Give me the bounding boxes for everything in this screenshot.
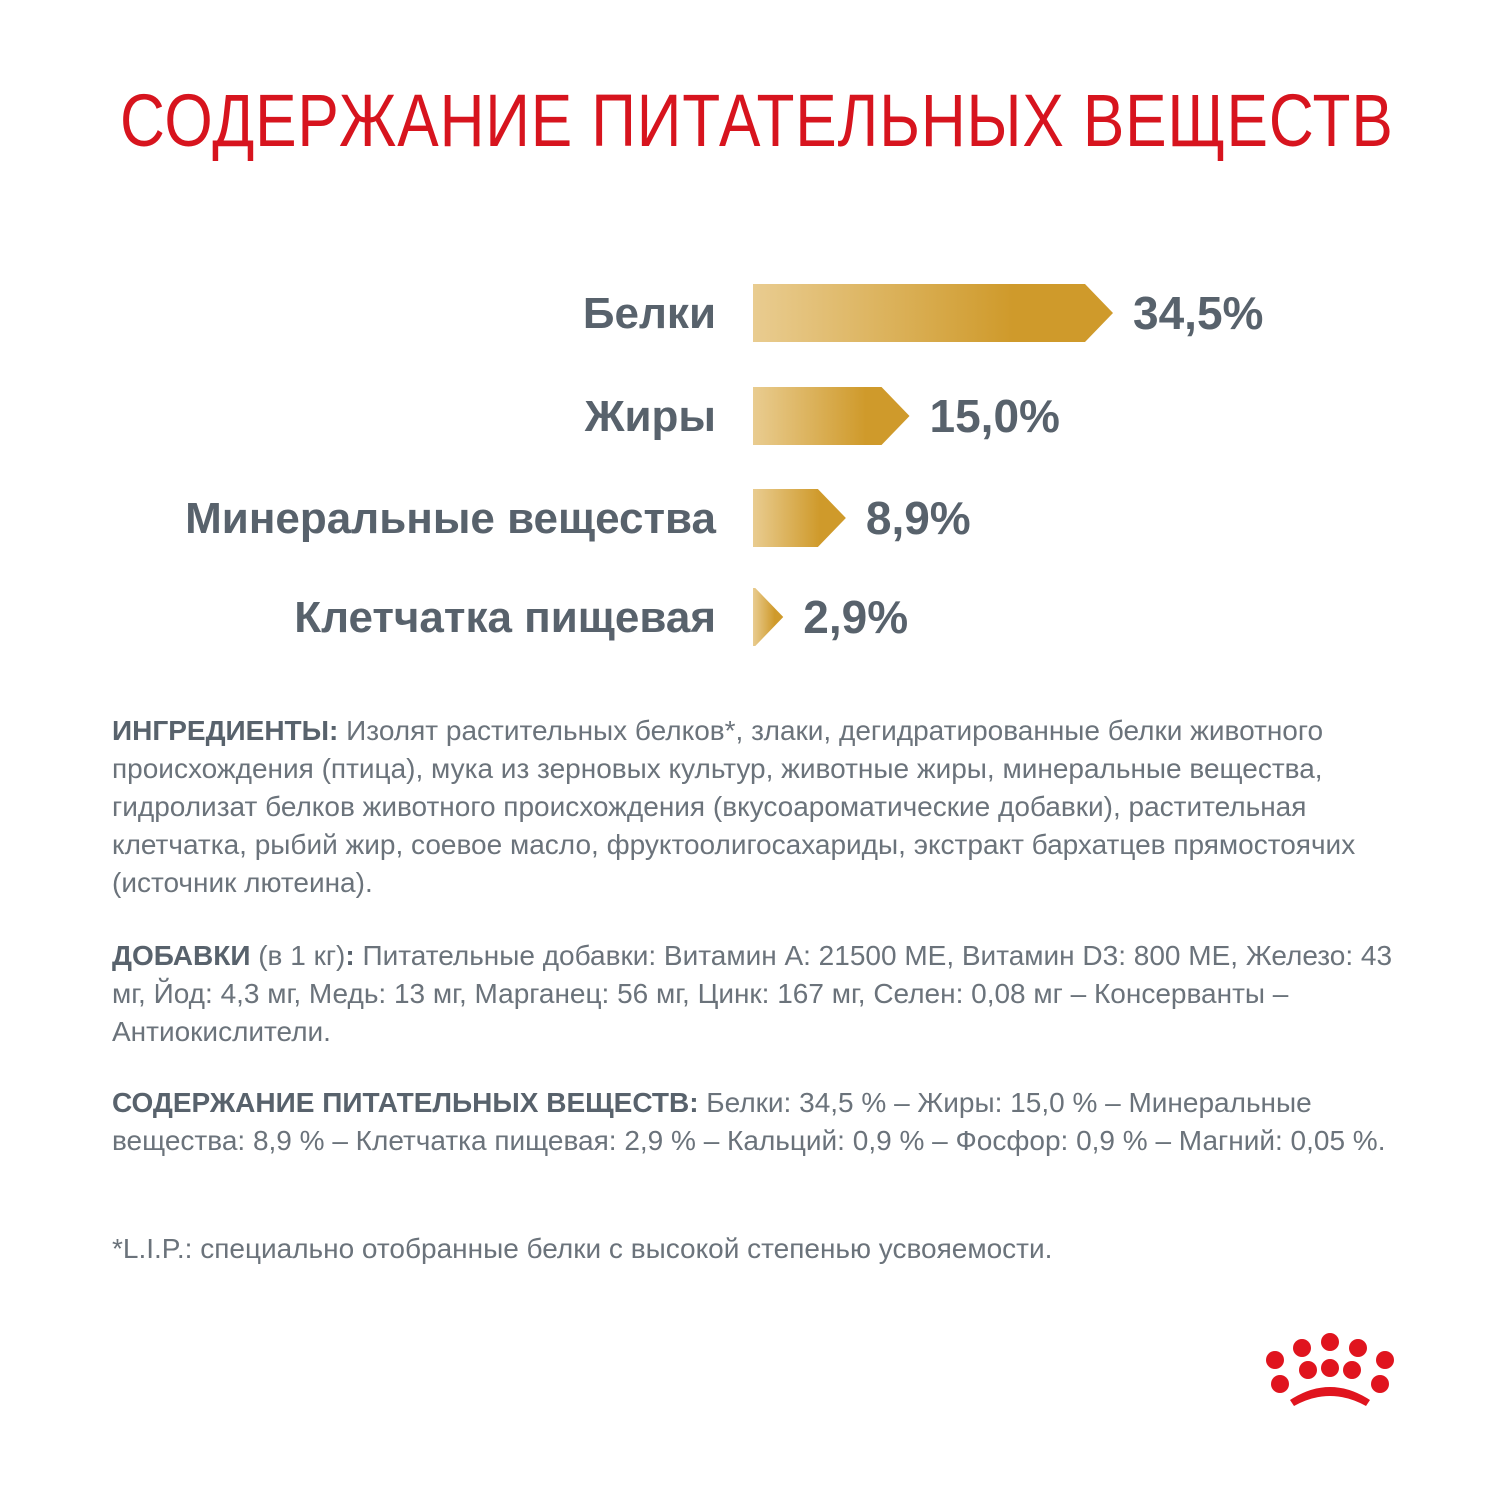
crown-icon — [1266, 1333, 1394, 1406]
bar-mark — [753, 489, 846, 547]
nutrients-paragraph: СОДЕРЖАНИЕ ПИТАТЕЛЬНЫХ ВЕЩЕСТВ: Белки: 3… — [112, 1084, 1402, 1160]
ingredients-label: ИНГРЕДИЕНТЫ: — [112, 715, 339, 746]
additives-unit-note: (в 1 кг) — [250, 940, 346, 971]
bar-value-label: 8,9% — [866, 492, 971, 544]
bar-category-label: Минеральные вещества — [185, 494, 716, 543]
additives-paragraph: ДОБАВКИ (в 1 кг): Питательные добавки: В… — [112, 937, 1402, 1051]
ingredients-paragraph: ИНГРЕДИЕНТЫ: Изолят растительных белков*… — [112, 712, 1402, 902]
ingredients-text: Изолят растительных белков*, злаки, деги… — [112, 715, 1356, 898]
bar-category-label: Белки — [583, 289, 716, 338]
nutrients-text: Белки: 34,5 % – Жиры: 15,0 % – Минеральн… — [112, 1087, 1386, 1156]
footnote: *L.I.P.: специально отобранные белки с в… — [112, 1233, 1053, 1264]
additives-text: Питательные добавки: Витамин А: 21500 МЕ… — [112, 940, 1393, 1047]
bar-value-label: 15,0% — [930, 390, 1060, 442]
bar-category-label: Жиры — [584, 392, 716, 441]
bar-mark — [753, 387, 910, 445]
bar-mark — [753, 588, 784, 646]
additives-colon: : — [345, 940, 355, 971]
nutrients-label: СОДЕРЖАНИЕ ПИТАТЕЛЬНЫХ ВЕЩЕСТВ: — [112, 1087, 699, 1118]
bar-category-label: Клетчатка пищевая — [294, 593, 716, 642]
bar-mark — [753, 284, 1113, 342]
bar-value-label: 2,9% — [803, 591, 908, 643]
nutrient-bar-chart: Белки 34,5% Жиры 15,0% Минеральные вещества 8… — [185, 284, 1263, 646]
additives-label: ДОБАВКИ — [112, 940, 251, 971]
page-title: СОДЕРЖАНИЕ ПИТАТЕЛЬНЫХ ВЕЩЕСТВ — [120, 79, 1394, 162]
bar-value-label: 34,5% — [1133, 287, 1263, 339]
